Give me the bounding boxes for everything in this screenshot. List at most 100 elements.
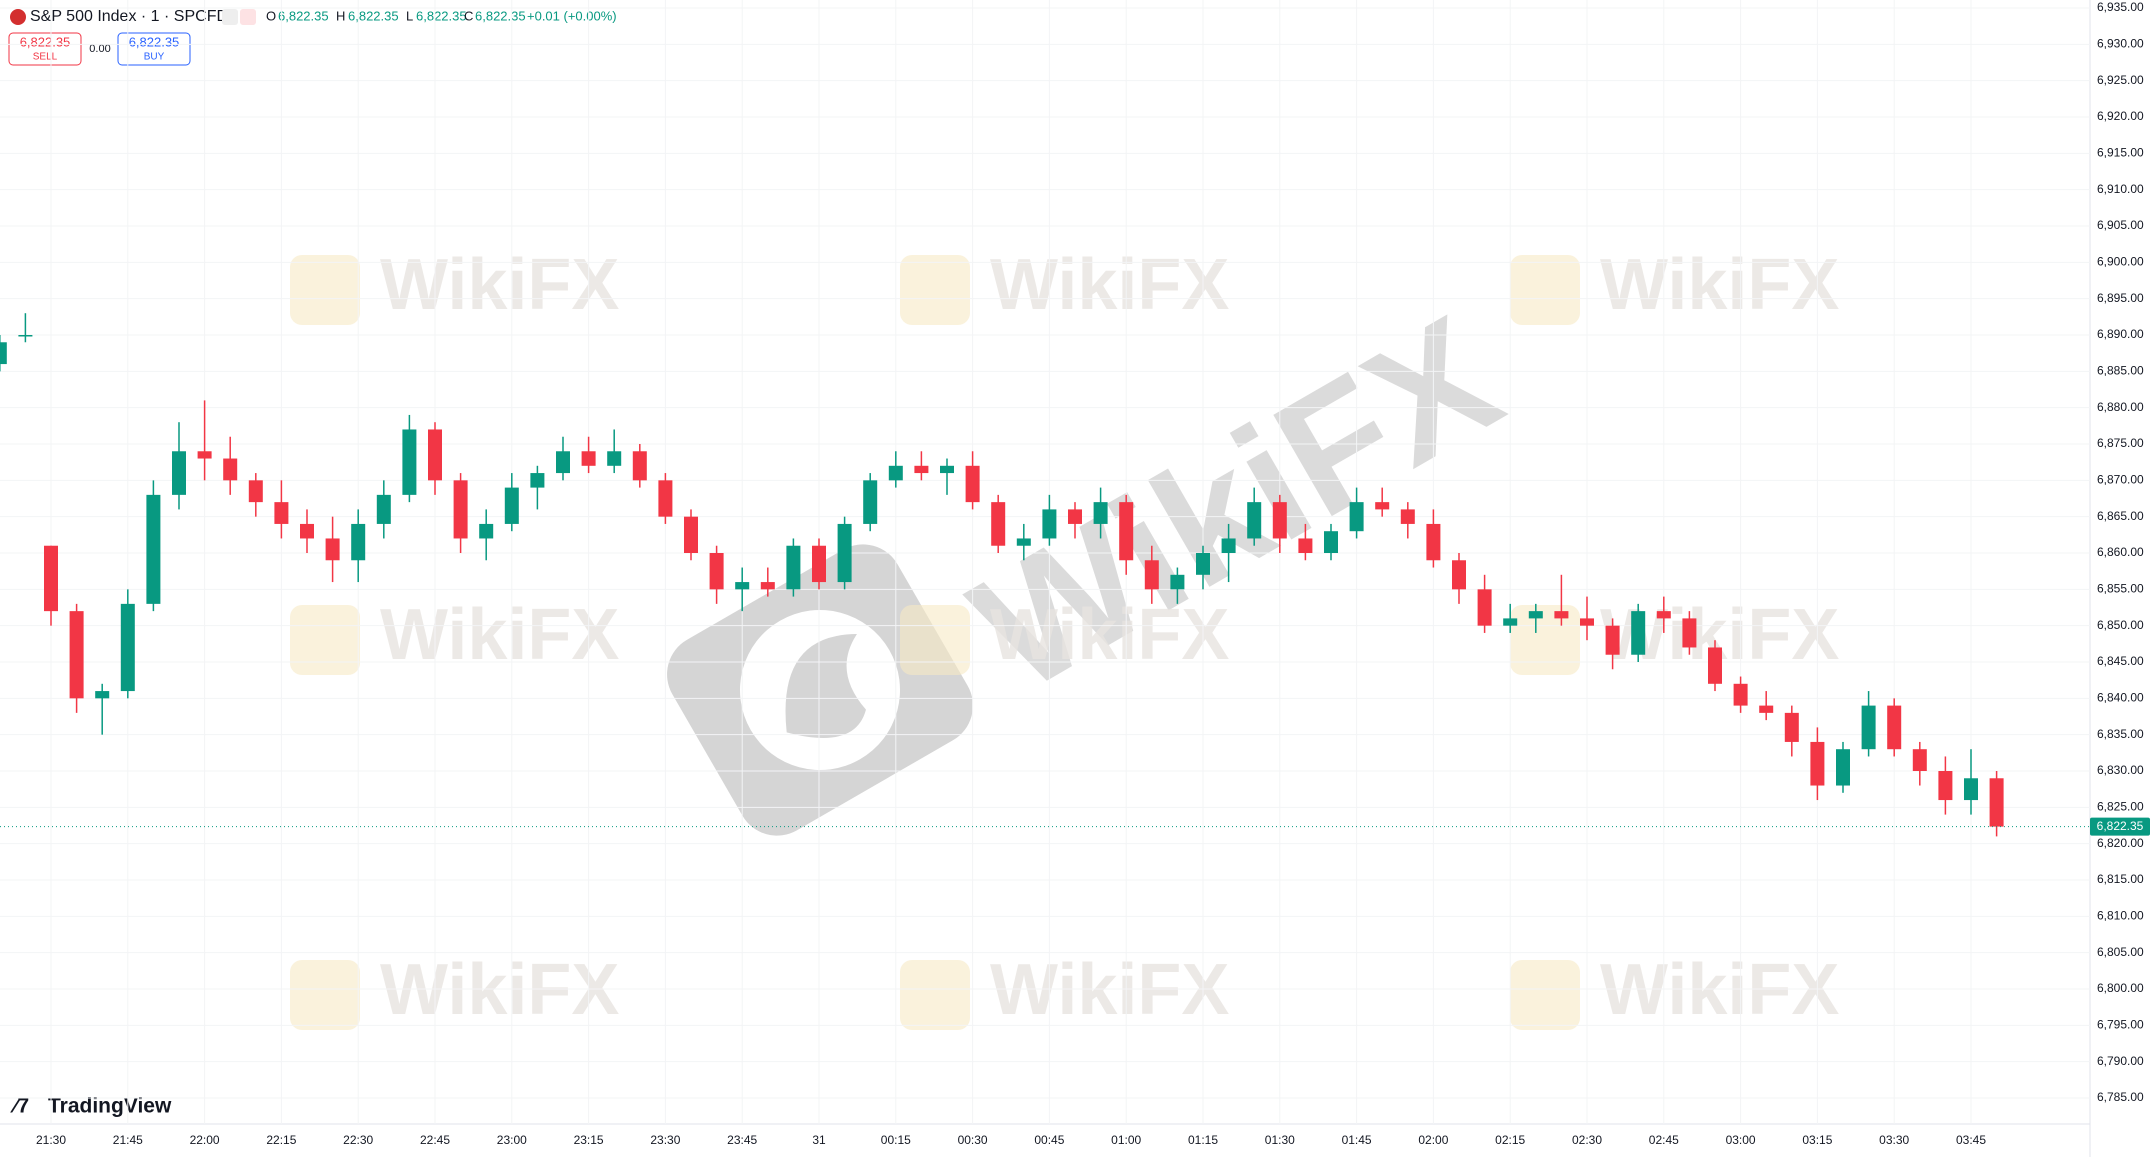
y-tick-label: 6,810.00 [2097, 909, 2144, 923]
last-price-tag [2090, 817, 2150, 836]
tradingview-logo: TradingView [48, 1095, 172, 1118]
candle-body [1477, 589, 1492, 626]
last-price-label: 6,822.35 [2097, 819, 2144, 833]
candle-body [1298, 538, 1313, 553]
x-tick-label: 02:00 [1418, 1133, 1448, 1147]
candle-body [1605, 625, 1620, 655]
candle-body [402, 429, 417, 495]
y-tick-label: 6,830.00 [2097, 763, 2144, 777]
x-tick-label: 02:45 [1649, 1133, 1679, 1147]
candle-body [1375, 502, 1390, 510]
candle-body [991, 502, 1006, 546]
candle-body [248, 480, 263, 503]
y-tick-label: 6,910.00 [2097, 182, 2144, 196]
candle-body [1528, 611, 1543, 619]
watermark-badge [290, 255, 360, 325]
h-key: H [336, 8, 345, 23]
candle-body [1119, 502, 1134, 561]
x-tick-label: 21:45 [113, 1133, 143, 1147]
candle-body [428, 429, 442, 481]
candle-body [146, 494, 161, 604]
y-tick-label: 6,895.00 [2097, 291, 2144, 305]
y-tick-label: 6,935.00 [2097, 0, 2144, 14]
candle-body [1912, 749, 1927, 771]
x-tick-label: 22:15 [266, 1133, 296, 1147]
x-tick-label: 23:00 [497, 1133, 527, 1147]
sell-label: SELL [33, 52, 58, 63]
watermark-badge [900, 605, 970, 675]
x-tick-label: 01:30 [1265, 1133, 1295, 1147]
y-tick-label: 6,855.00 [2097, 582, 2144, 596]
candle-body [325, 538, 340, 561]
candle-body [300, 523, 314, 539]
candle-body [1247, 502, 1262, 539]
watermark-badge [290, 960, 360, 1030]
x-tick-label: 00:15 [881, 1133, 911, 1147]
candle-body [1784, 712, 1799, 742]
candle-body [351, 523, 366, 561]
candle-body [1682, 618, 1697, 648]
candle-body [914, 465, 929, 474]
y-tick-label: 6,790.00 [2097, 1054, 2144, 1068]
candle-body [760, 582, 775, 590]
watermark-badge [1510, 255, 1580, 325]
candle-body [376, 494, 391, 524]
candle-body [1887, 705, 1902, 750]
x-tick-label: 03:45 [1956, 1133, 1986, 1147]
candle-body [1144, 560, 1159, 590]
candle-body [812, 545, 826, 583]
watermark: WikiFX [380, 595, 619, 675]
candle-body [1426, 523, 1441, 561]
y-tick-label: 6,800.00 [2097, 981, 2144, 995]
y-tick-label: 6,880.00 [2097, 400, 2144, 414]
candle-body [504, 487, 519, 524]
symbol: S&P 500 Index · 1 · SPCFD [30, 8, 228, 25]
y-tick-label: 6,920.00 [2097, 109, 2144, 123]
x-tick-label: 01:15 [1188, 1133, 1218, 1147]
candle-body [837, 523, 852, 583]
y-tick-label: 6,875.00 [2097, 436, 2144, 450]
y-tick-label: 6,930.00 [2097, 37, 2144, 51]
buy-price: 6,822.35 [129, 34, 180, 49]
open: 6,822.35 [278, 8, 329, 23]
candle-body [1631, 611, 1646, 655]
candle-body [1580, 618, 1594, 626]
y-tick-label: 6,905.00 [2097, 218, 2144, 232]
candle-body [581, 451, 596, 466]
y-tick-label: 6,835.00 [2097, 727, 2144, 741]
candle-body [274, 502, 289, 524]
candle-body [44, 545, 58, 612]
sell-button[interactable] [8, 32, 82, 66]
x-tick-label: 03:15 [1802, 1133, 1832, 1147]
watermark-badge [900, 960, 970, 1030]
y-tick-label: 6,860.00 [2097, 545, 2144, 559]
candle-body [1042, 509, 1057, 539]
candle-body [120, 603, 135, 692]
x-tick-label: 02:15 [1495, 1133, 1525, 1147]
x-tick-label: 22:45 [420, 1133, 450, 1147]
close: 6,822.35 [475, 8, 526, 23]
x-tick-label: 02:30 [1572, 1133, 1602, 1147]
candle-body [530, 473, 545, 488]
buy-button[interactable] [117, 32, 191, 66]
candle-body [888, 465, 903, 481]
candle-body [1733, 683, 1748, 706]
candle-body [632, 451, 647, 481]
y-tick-label: 6,820.00 [2097, 836, 2144, 850]
watermark: WikiFX [1600, 950, 1839, 1030]
candle-body [1452, 560, 1466, 590]
y-tick-label: 6,865.00 [2097, 509, 2144, 523]
candle-body [1324, 531, 1338, 553]
watermark: WikiFX [380, 950, 619, 1030]
candle-body [1989, 778, 2004, 827]
x-tick-label: 23:45 [727, 1133, 757, 1147]
tradingview-mark: ⁄7 [10, 1095, 29, 1118]
candle-body [1810, 741, 1825, 786]
candle-body [786, 545, 801, 590]
l-key: L [406, 8, 413, 23]
x-tick-label: 03:30 [1879, 1133, 1909, 1147]
watermark: WikiFX [990, 595, 1229, 675]
header: S&P 500 Index · 1 · SPCFD O 6,822.35 H 6… [8, 8, 617, 66]
watermark-badge [1510, 960, 1580, 1030]
y-tick-label: 6,825.00 [2097, 800, 2144, 814]
